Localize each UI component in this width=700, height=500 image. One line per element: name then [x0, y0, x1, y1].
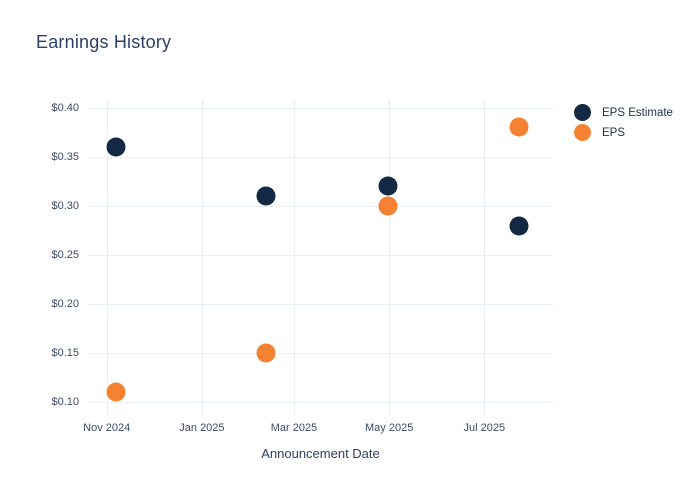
x-axis-title: Announcement Date: [261, 446, 380, 461]
h-gridline: [88, 304, 553, 306]
v-gridline: [201, 100, 203, 415]
data-point-eps-estimate[interactable]: [378, 176, 398, 196]
x-tick-label: Nov 2024: [83, 422, 131, 434]
h-gridline: [88, 156, 553, 158]
data-point-eps[interactable]: [378, 196, 398, 216]
legend-label-eps: EPS: [602, 126, 626, 139]
y-tick-label: $0.40: [51, 101, 79, 114]
x-tick-label: May 2025: [365, 422, 414, 434]
y-tick-label: $0.15: [51, 347, 79, 360]
data-point-eps-estimate[interactable]: [509, 216, 529, 236]
v-gridline: [293, 100, 295, 415]
v-gridline: [389, 100, 391, 415]
y-tick-label: $0.35: [51, 150, 79, 163]
chart-title: Earnings History: [36, 32, 172, 52]
y-tick-label: $0.20: [51, 298, 79, 311]
y-tick-label: $0.30: [51, 199, 79, 212]
v-gridline: [106, 100, 108, 415]
legend-item-eps-estimate[interactable]: EPS Estimate: [574, 104, 673, 121]
data-point-eps[interactable]: [256, 343, 276, 363]
y-tick-label: $0.10: [51, 396, 79, 409]
h-gridline: [88, 255, 553, 257]
v-gridline: [484, 100, 486, 415]
x-tick-label: Jul 2025: [463, 422, 506, 434]
h-gridline: [88, 107, 553, 109]
x-tick-label: Mar 2025: [270, 422, 318, 434]
x-tick-label: Jan 2025: [179, 422, 225, 434]
legend-label-eps-estimate: EPS Estimate: [602, 106, 673, 119]
h-gridline: [88, 353, 553, 355]
data-point-eps-estimate[interactable]: [106, 137, 126, 157]
h-gridline: [88, 205, 553, 207]
data-point-eps[interactable]: [509, 117, 529, 137]
legend-swatch-eps-estimate-icon: [574, 104, 591, 121]
plot-area: $0.40 $0.35 $0.30 $0.25 $0.20 $0.15 $0.10 Nov 2…: [51, 100, 553, 434]
legend: EPS Estimate EPS: [574, 104, 673, 141]
h-gridline: [88, 402, 553, 404]
legend-item-eps[interactable]: EPS: [574, 124, 673, 141]
legend-swatch-eps-icon: [574, 124, 591, 141]
y-tick-label: $0.25: [51, 249, 79, 262]
data-point-eps-estimate[interactable]: [256, 186, 276, 206]
data-point-eps[interactable]: [106, 382, 126, 402]
